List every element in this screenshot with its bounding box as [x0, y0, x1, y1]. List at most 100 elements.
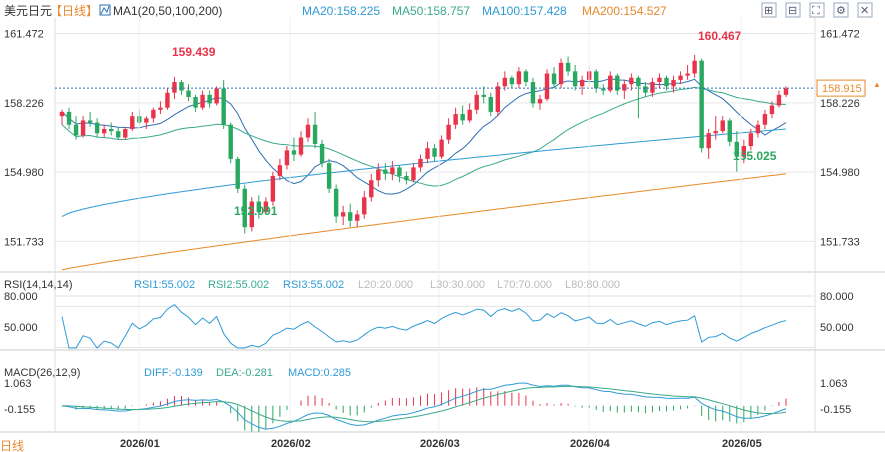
candle-body: [727, 120, 732, 142]
ma-line: [61, 86, 786, 187]
candle-body: [460, 114, 465, 121]
price-annotation: 159.439: [172, 45, 216, 59]
candle-body: [73, 124, 79, 136]
candle-body: [530, 82, 536, 104]
price-tick-label-left: 151.733: [4, 236, 44, 248]
candle-body: [256, 201, 262, 213]
symbol-title: 美元日元: [4, 4, 52, 18]
rsi-title: RSI(14,14,14): [4, 279, 72, 291]
candle-body: [467, 109, 472, 121]
candle-body: [101, 128, 107, 134]
candle-body: [179, 82, 184, 91]
candle-body: [207, 94, 212, 104]
candle-body: [235, 158, 240, 189]
candle-body: [629, 77, 634, 85]
candle-body: [214, 88, 219, 104]
toolbar-button[interactable]: [857, 2, 873, 18]
candle-body: [720, 120, 725, 132]
candle-body: [305, 124, 311, 138]
rsi-value: RSI2:55.002: [208, 279, 269, 291]
macd-tick-label-left: 1.063: [4, 378, 32, 390]
candle-body: [312, 124, 318, 144]
ma-title: MA1(20,50,100,200): [113, 4, 222, 18]
rsi-value: RSI3:55.002: [283, 279, 344, 291]
period-tab: 日线: [0, 439, 24, 452]
candle-body: [355, 214, 360, 221]
x-tick-label: 2026/04: [570, 438, 611, 450]
macd-value: MACD:0.285: [288, 367, 351, 379]
candle-body: [123, 128, 128, 138]
candle-body: [502, 77, 508, 87]
candle-body: [411, 167, 416, 181]
toolbar-button[interactable]: [833, 2, 849, 18]
ma-settings-icon[interactable]: [99, 4, 111, 16]
candle-body: [657, 77, 662, 83]
candle-body: [284, 150, 290, 166]
candle-body: [783, 88, 789, 95]
rsi-tick-label-left: 50.000: [4, 322, 38, 334]
current-price-box: [816, 79, 866, 97]
candle-body: [558, 62, 564, 85]
price-tick-label-left: 158.226: [4, 98, 44, 110]
candle-body: [263, 201, 269, 213]
rsi-value: L30:30.000: [430, 279, 485, 291]
ma-value: MA50:158.757: [392, 4, 470, 18]
candle-body: [66, 111, 72, 125]
price-tick-label-right: 158.226: [820, 98, 860, 110]
candle-body: [579, 79, 585, 87]
ma-icon-glyph: [100, 5, 110, 15]
period-tag: 【日线】: [50, 4, 98, 18]
zoom-out-icon: ⊟: [788, 5, 797, 17]
rsi-tick-label-left: 80.000: [4, 291, 38, 303]
candle-body: [446, 124, 451, 140]
candle-body: [130, 116, 135, 129]
candle-body: [741, 146, 747, 157]
candle-body: [59, 111, 65, 117]
rsi-value: L80:80.000: [565, 279, 620, 291]
candle-body: [678, 75, 683, 80]
candle-body: [769, 105, 775, 115]
candle-body: [671, 79, 676, 87]
current-price-label: 158.915: [822, 83, 862, 95]
candle-body: [151, 109, 156, 119]
macd-value: DIFF:-0.139: [144, 367, 203, 379]
candle-body: [615, 75, 620, 91]
price-annotation: 155.025: [733, 149, 777, 163]
candle-body: [242, 188, 247, 228]
ma-value: MA20:158.225: [302, 4, 380, 18]
candle-body: [158, 107, 163, 110]
settings-icon: ⚙: [836, 5, 846, 17]
toolbar-button[interactable]: [809, 2, 825, 18]
price-annotation: 160.467: [698, 29, 742, 43]
zoom-in-icon: ⊞: [764, 5, 773, 17]
candle-body: [685, 73, 690, 76]
candle-body: [594, 71, 599, 89]
candle-body: [537, 99, 543, 104]
candle-body: [369, 180, 374, 198]
candle-body: [165, 92, 170, 108]
x-tick-label: 2026/03: [420, 438, 460, 450]
candle-body: [383, 169, 388, 174]
ma-value: MA100:157.428: [482, 4, 567, 18]
x-tick-label: 2026/01: [120, 438, 160, 450]
toolbar-button[interactable]: [785, 2, 801, 18]
candle-body: [340, 212, 346, 217]
candle-body: [270, 175, 276, 202]
rsi-line: [61, 303, 787, 349]
candle-body: [277, 165, 283, 176]
candle-body: [776, 94, 782, 106]
candle-body: [488, 96, 493, 112]
candle-body: [200, 94, 205, 108]
toolbar-button[interactable]: [761, 2, 777, 18]
candle-body: [622, 84, 627, 91]
candle-body: [228, 124, 233, 159]
macd-title: MACD(26,12,9): [4, 367, 80, 379]
candle-body: [565, 62, 571, 72]
candle-body: [418, 158, 423, 168]
candle-body: [551, 73, 557, 85]
candle-body: [664, 77, 669, 87]
candle-body: [453, 114, 458, 125]
rsi-value: RSI1:55.002: [134, 279, 195, 291]
candle-body: [523, 71, 529, 83]
macd-tick-label-right: 1.063: [820, 378, 848, 390]
